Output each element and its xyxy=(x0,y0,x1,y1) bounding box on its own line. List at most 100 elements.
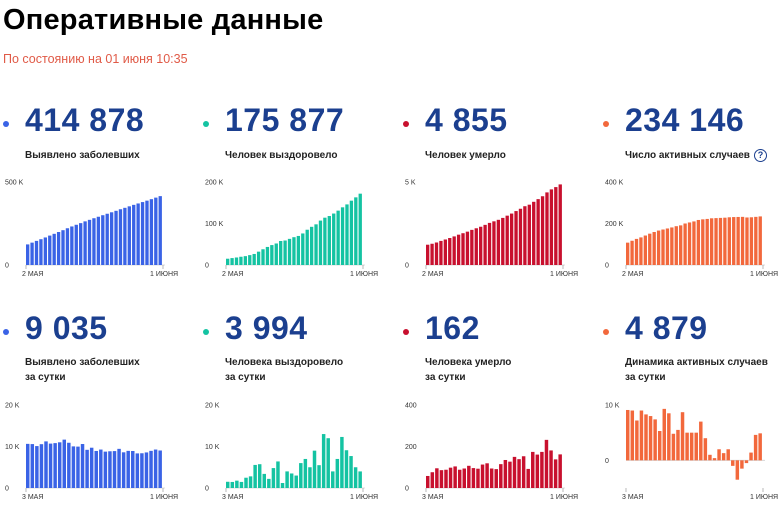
bar xyxy=(626,409,630,461)
y-tick-label: 0 xyxy=(205,263,209,270)
bar xyxy=(349,456,353,488)
bar xyxy=(153,449,158,488)
bar xyxy=(239,256,243,265)
bar xyxy=(53,443,57,488)
bar xyxy=(503,459,508,488)
bar xyxy=(554,187,558,265)
bar xyxy=(549,189,554,265)
bar xyxy=(758,433,762,461)
x-tick-label-start: 2 МАЯ xyxy=(22,271,43,278)
card-label: Выявлено заболевших xyxy=(25,150,140,161)
bar xyxy=(112,451,117,488)
bar xyxy=(744,460,749,464)
bar xyxy=(679,225,683,265)
bar xyxy=(326,438,330,488)
y-tick-label: 10 K xyxy=(605,403,620,410)
y-tick-label: 0 xyxy=(205,486,209,493)
bar xyxy=(340,207,345,265)
card-label: Человек выздоровело xyxy=(225,150,338,161)
bar xyxy=(226,258,230,265)
bullet-dot-icon xyxy=(3,121,9,127)
bar xyxy=(736,216,740,265)
bar xyxy=(540,196,545,265)
card-value: 162 xyxy=(425,310,480,346)
bar xyxy=(496,219,501,265)
bar xyxy=(292,237,296,265)
card-value: 414 878 xyxy=(25,102,145,138)
bar xyxy=(452,236,456,265)
bar xyxy=(453,466,457,488)
card-total-deaths: 4 855 Человек умерло 5 K 0 2 МАЯ 1 ИЮНЯ xyxy=(403,100,593,310)
bar xyxy=(457,469,462,488)
bar xyxy=(332,213,336,265)
bar xyxy=(99,449,103,488)
bar xyxy=(117,448,121,488)
card-daily-recovered: 3 994 Человека выздоровело за сутки 20 K… xyxy=(203,308,393,518)
bar xyxy=(43,237,47,265)
bar xyxy=(509,213,514,265)
bar xyxy=(80,444,85,488)
bar xyxy=(280,483,285,488)
bar xyxy=(470,229,474,265)
card-value: 3 994 xyxy=(225,310,308,346)
bullet-dot-icon xyxy=(403,121,409,127)
bar xyxy=(549,450,553,488)
question-circle-icon[interactable]: ? xyxy=(753,148,767,162)
bar xyxy=(740,216,745,265)
bar xyxy=(740,460,744,469)
bar xyxy=(270,245,274,265)
bar xyxy=(287,238,292,265)
x-tick-label-start: 2 МАЯ xyxy=(622,271,643,278)
bar xyxy=(354,197,358,265)
bar xyxy=(523,206,527,265)
y-tick-label: 0 xyxy=(405,486,409,493)
bar xyxy=(26,244,30,265)
y-tick-label: 400 xyxy=(405,403,417,410)
chart-daily-deaths: 400 200 0 3 МАЯ 1 ИЮНЯ xyxy=(405,403,578,502)
bar xyxy=(644,414,648,461)
bar xyxy=(696,219,701,265)
bullet-dot-icon xyxy=(603,121,609,127)
bar xyxy=(358,193,362,265)
card-daily-deaths: 162 Человека умерло за сутки 400 200 0 3 МА… xyxy=(403,308,593,518)
x-tick-label-start: 2 МАЯ xyxy=(222,271,243,278)
x-tick-label-end: 1 ИЮНЯ xyxy=(750,271,778,278)
bar xyxy=(643,235,647,265)
bar xyxy=(461,233,465,265)
bar xyxy=(243,256,247,265)
bar xyxy=(35,446,39,488)
bar xyxy=(158,196,162,265)
bar xyxy=(536,199,540,265)
bar xyxy=(230,481,235,488)
y-tick-label: 0 xyxy=(605,263,609,270)
bar xyxy=(265,246,270,265)
chart-total-cases: 500 K 0 2 МАЯ 1 ИЮНЯ xyxy=(5,180,178,279)
bar xyxy=(126,450,130,488)
bar xyxy=(749,217,754,265)
bar xyxy=(471,468,476,488)
bar xyxy=(257,464,262,488)
bar xyxy=(154,197,158,265)
bar xyxy=(443,239,447,265)
bar xyxy=(426,475,430,488)
bar xyxy=(127,206,131,265)
bullet-dot-icon xyxy=(3,329,9,335)
bar xyxy=(74,224,78,265)
bullet-dot-icon xyxy=(203,329,209,335)
bar xyxy=(158,450,162,488)
bar xyxy=(285,471,289,488)
bar xyxy=(708,454,712,461)
x-tick-label-start: 2 МАЯ xyxy=(422,271,443,278)
bar xyxy=(749,452,753,461)
bar xyxy=(434,242,439,265)
x-tick-label-start: 3 МАЯ xyxy=(222,494,243,501)
card-value: 4 855 xyxy=(425,102,508,138)
bar xyxy=(96,216,101,265)
y-tick-label: 20 K xyxy=(205,403,220,410)
bar xyxy=(692,221,696,265)
y-tick-label: 0 xyxy=(5,263,9,270)
bar xyxy=(735,460,740,480)
bar xyxy=(630,410,635,461)
bar xyxy=(230,258,234,265)
